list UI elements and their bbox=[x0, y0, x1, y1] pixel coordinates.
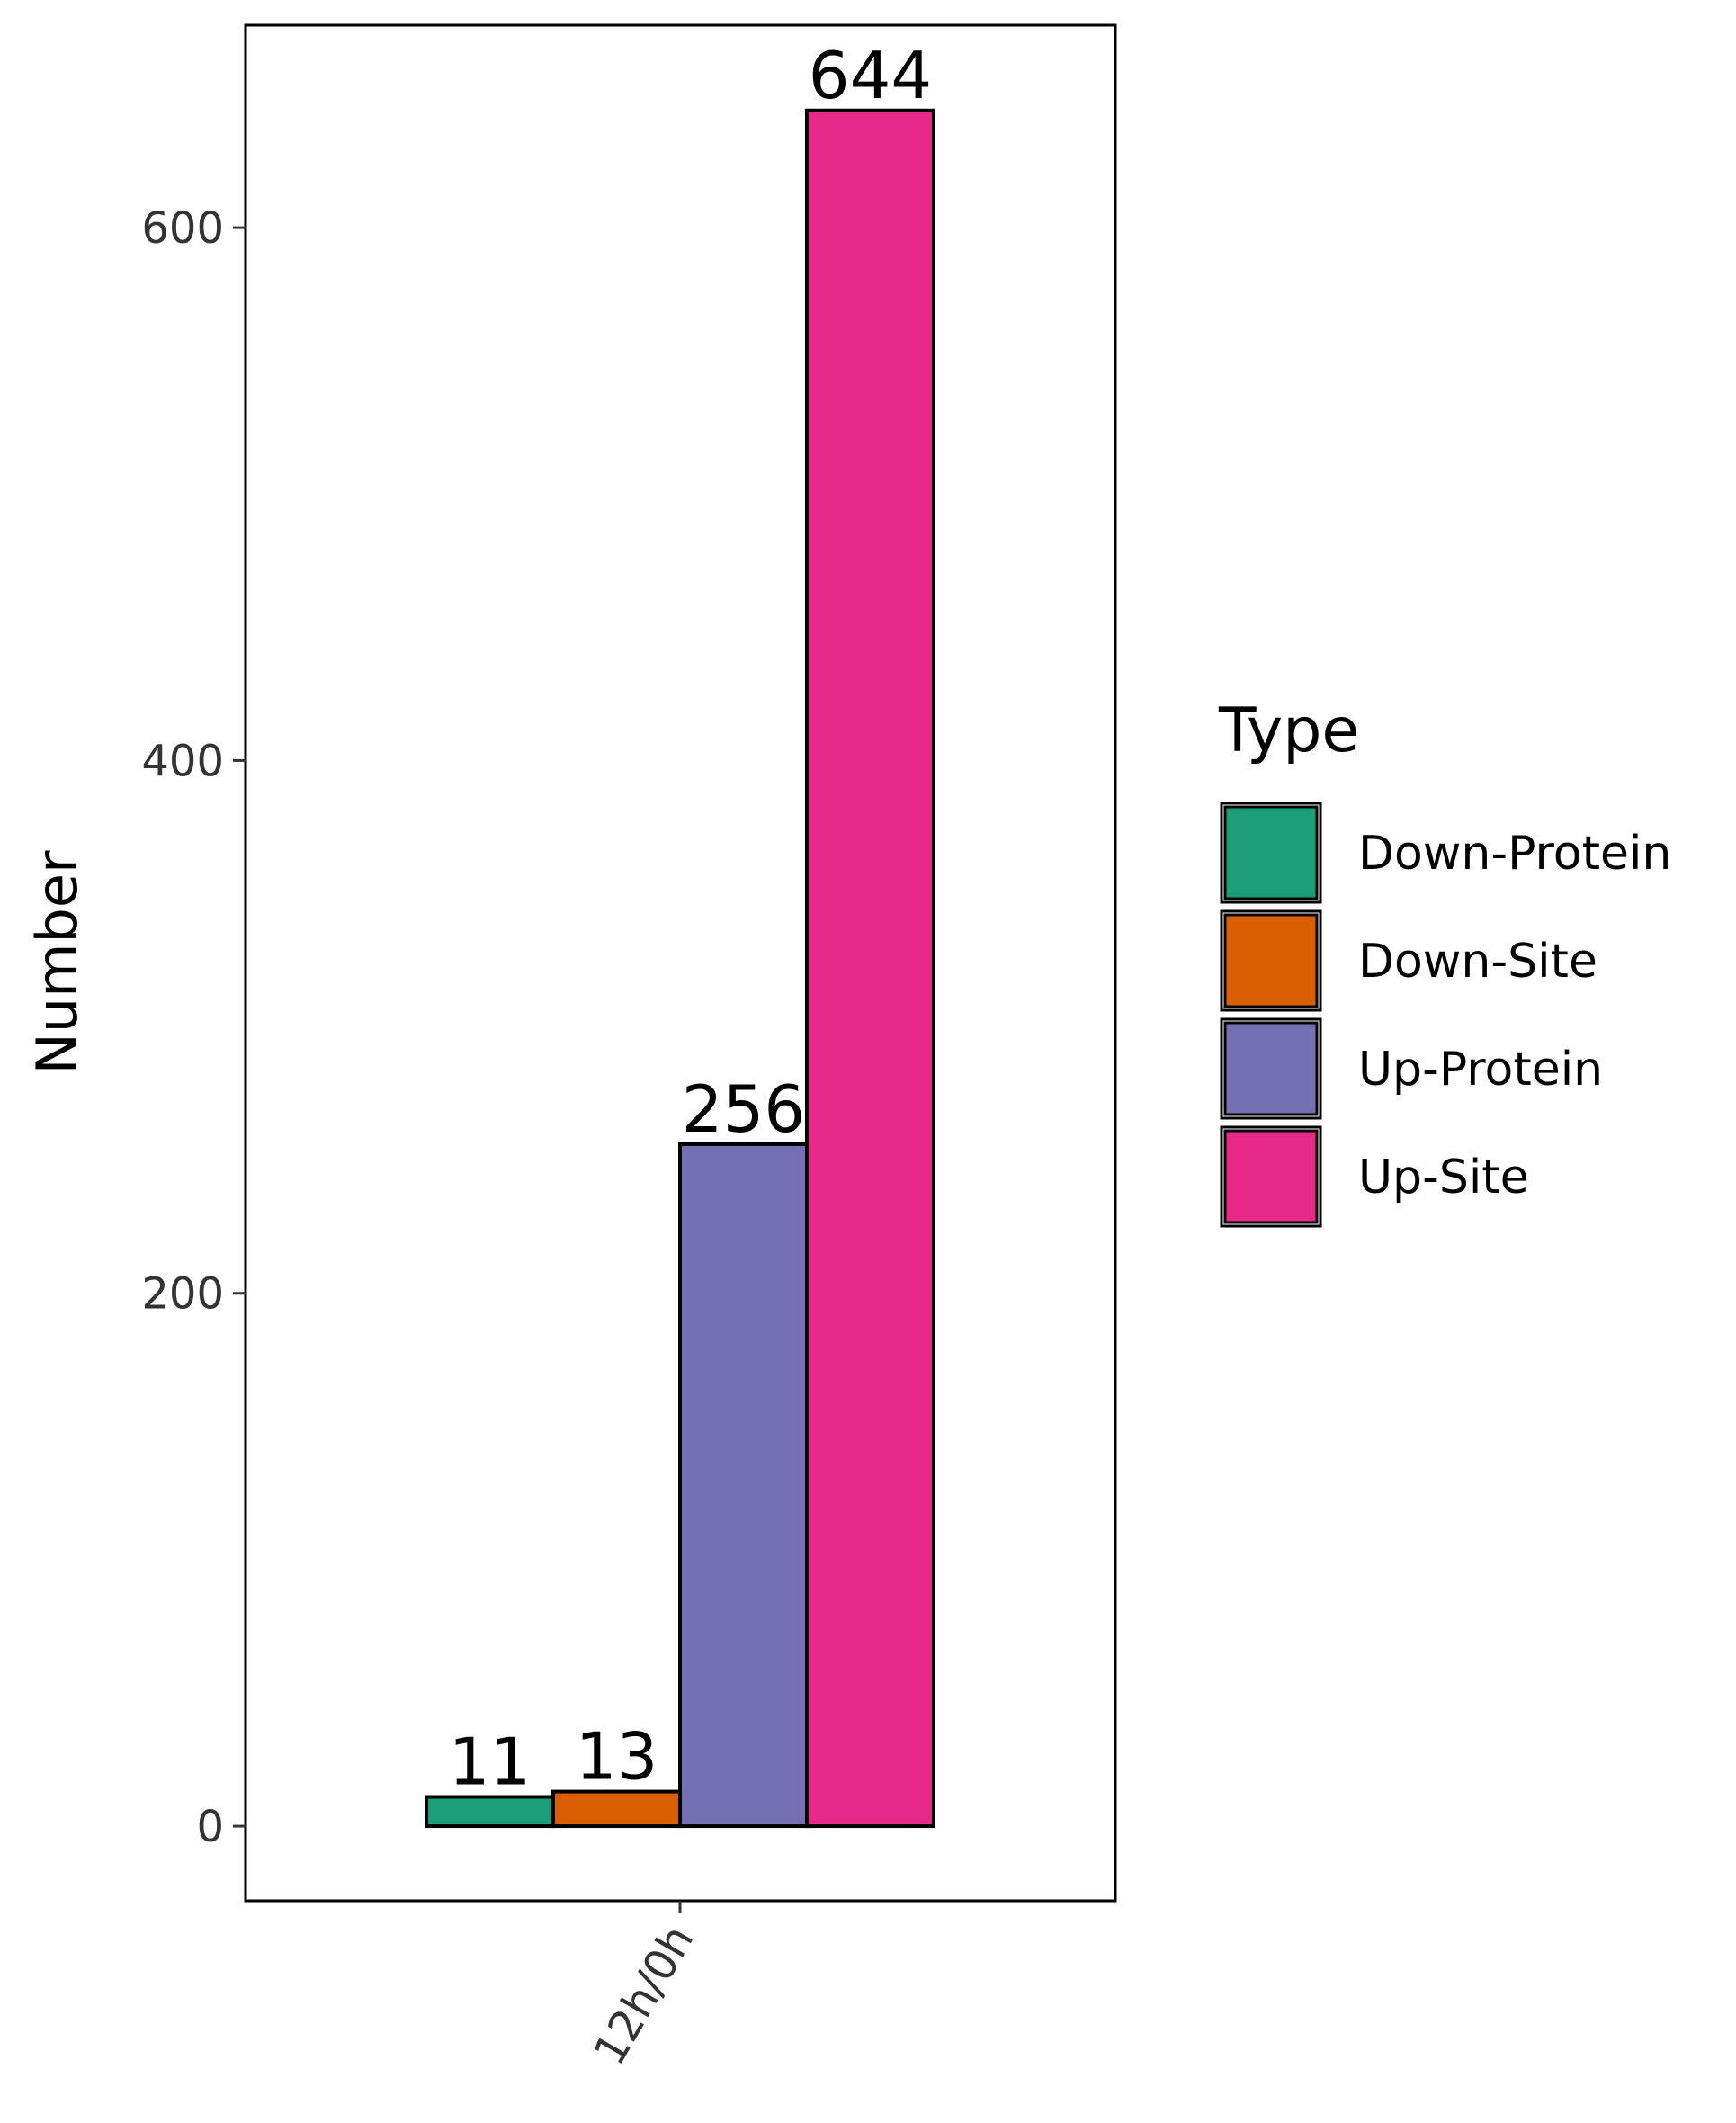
legend: Type Down-Protein Down-Site Up-Protein Up-S… bbox=[1218, 695, 1671, 1228]
legend-swatch bbox=[1223, 805, 1319, 900]
y-tick-label: 400 bbox=[141, 736, 224, 786]
bar-up-protein bbox=[678, 1142, 809, 1829]
legend-swatch bbox=[1223, 1129, 1319, 1224]
y-axis: 0 200 400 600 bbox=[141, 203, 246, 1852]
bars bbox=[425, 108, 935, 1829]
bar-up-site bbox=[805, 108, 935, 1829]
y-tick-label: 0 bbox=[196, 1802, 224, 1852]
legend-label: Down-Protein bbox=[1358, 827, 1671, 881]
x-tick-label: 12h/0h bbox=[585, 1917, 704, 2074]
data-labels: 11 13 256 644 bbox=[449, 38, 933, 1800]
y-tick-label: 600 bbox=[141, 203, 224, 254]
legend-label: Up-Site bbox=[1358, 1151, 1529, 1205]
y-axis-title: Number bbox=[24, 850, 90, 1075]
y-tick-label: 200 bbox=[141, 1269, 224, 1320]
bar-down-site bbox=[551, 1789, 682, 1829]
legend-label: Up-Protein bbox=[1358, 1043, 1603, 1097]
legend-swatch bbox=[1223, 913, 1319, 1008]
x-axis: 12h/0h bbox=[585, 1901, 704, 2074]
legend-swatch bbox=[1223, 1021, 1319, 1116]
data-label: 644 bbox=[809, 38, 932, 113]
data-label: 256 bbox=[682, 1071, 805, 1147]
bar-down-protein bbox=[425, 1795, 555, 1829]
data-label: 13 bbox=[576, 1719, 658, 1795]
legend-label: Down-Site bbox=[1358, 935, 1597, 989]
legend-title: Type bbox=[1218, 695, 1359, 766]
data-label: 11 bbox=[449, 1724, 532, 1799]
